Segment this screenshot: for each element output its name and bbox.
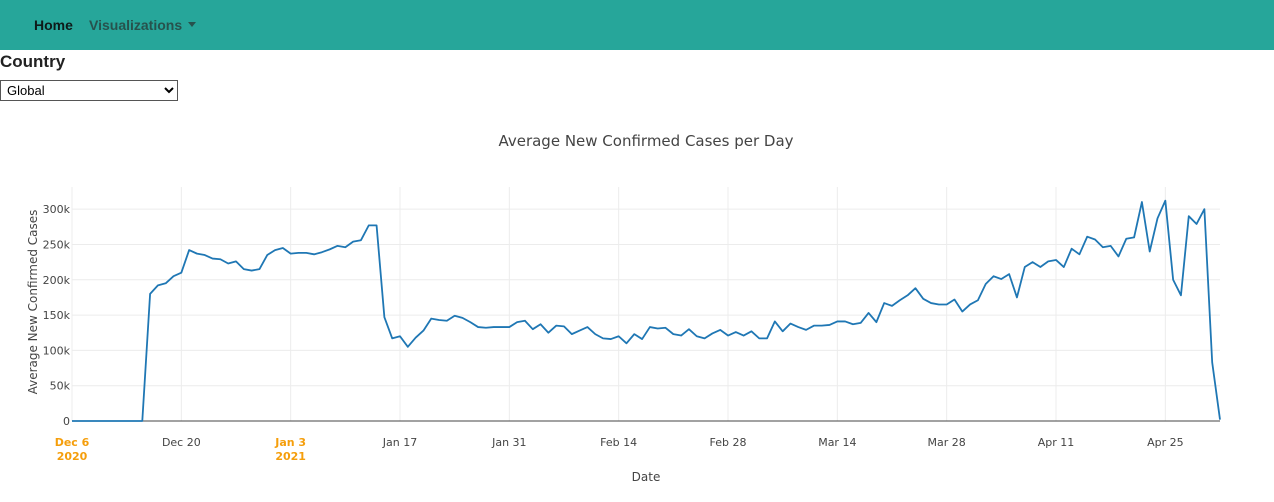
x-tick-label: Apr 25	[1147, 436, 1184, 449]
y-tick-label: 150k	[43, 309, 71, 322]
x-tick-label: Jan 3	[274, 436, 306, 449]
y-axis-label: Average New Confirmed Cases	[26, 210, 40, 395]
y-tick-label: 200k	[43, 274, 71, 287]
x-tick-label: Feb 28	[710, 436, 747, 449]
line-chart: Average New Confirmed Cases per Day Date…	[26, 132, 1221, 484]
y-tick-label: 250k	[43, 238, 71, 251]
nav-visualizations-label: Visualizations	[89, 17, 183, 33]
x-tick-label: Mar 14	[818, 436, 856, 449]
x-tick-label: Apr 11	[1038, 436, 1075, 449]
x-tick-label: Dec 20	[162, 436, 201, 449]
chevron-down-icon	[188, 22, 197, 27]
nav-visualizations-dropdown[interactable]: Visualizations	[89, 17, 197, 33]
x-tick-label: Jan 17	[382, 436, 417, 449]
nav-home-link[interactable]: Home	[34, 17, 73, 33]
x-axis-label: Date	[632, 470, 661, 484]
x-tick-label: Jan 31	[491, 436, 526, 449]
x-tick-year-label: 2020	[57, 450, 88, 463]
series-line	[72, 199, 1221, 422]
country-label: Country	[0, 52, 66, 71]
y-axis-ticks: 0 50k 100k 150k 200k 250k 300k	[43, 203, 71, 428]
y-tick-label: 50k	[50, 380, 71, 393]
x-tick-label: Dec 6	[55, 436, 90, 449]
x-tick-label: Mar 28	[928, 436, 966, 449]
y-tick-label: 0	[63, 415, 70, 428]
navbar: Home Visualizations	[0, 0, 1274, 50]
chart-grid	[71, 187, 1220, 421]
y-tick-label: 300k	[43, 203, 71, 216]
country-select[interactable]: Global	[0, 80, 178, 101]
x-tick-label: Feb 14	[600, 436, 637, 449]
x-tick-year-label: 2021	[275, 450, 306, 463]
chart-title: Average New Confirmed Cases per Day	[498, 132, 793, 150]
y-tick-label: 100k	[43, 344, 71, 357]
